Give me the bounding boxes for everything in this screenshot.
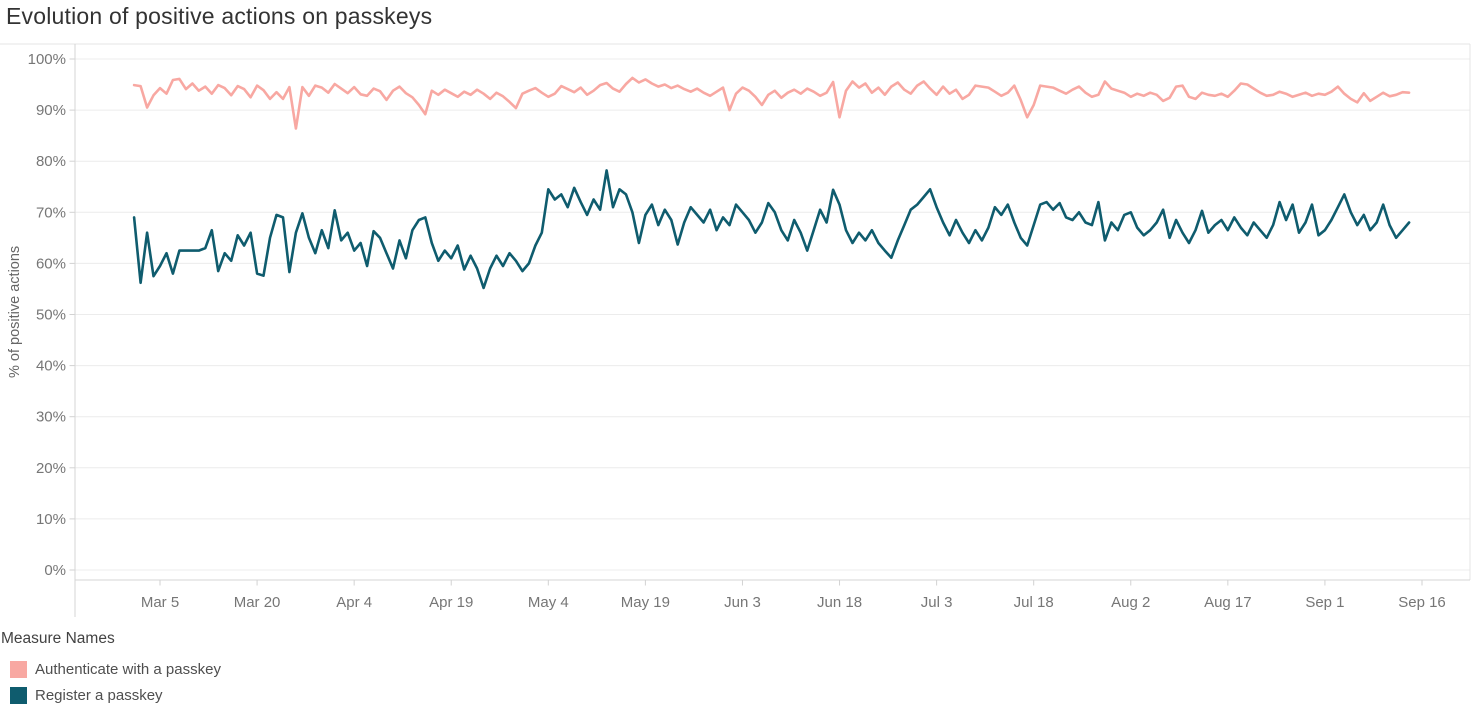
chart-title: Evolution of positive actions on passkey… xyxy=(6,3,433,29)
y-tick-label: 40% xyxy=(36,358,66,375)
y-tick-label: 80% xyxy=(36,153,66,170)
x-tick-label: Aug 2 xyxy=(1111,594,1150,611)
legend-item-register[interactable]: Register a passkey xyxy=(1,682,221,708)
legend-swatch-authenticate xyxy=(10,660,27,678)
series-line-authenticate[interactable] xyxy=(132,76,1411,130)
x-tick-label: Sep 16 xyxy=(1398,594,1446,611)
y-tick-label: 20% xyxy=(36,460,66,477)
y-tick-label: 60% xyxy=(36,255,66,272)
x-tick-label: Jul 3 xyxy=(921,594,953,611)
x-tick-label: May 4 xyxy=(528,594,569,611)
y-tick-label: 50% xyxy=(36,307,66,324)
legend-item-authenticate[interactable]: Authenticate with a passkey xyxy=(1,656,221,682)
x-tick-label: Sep 1 xyxy=(1305,594,1344,611)
chart-canvas[interactable]: 0% 10% 20% 30% 40% 50% 60% 70% 80% 90% 100% Mar 5 Ma… xyxy=(0,0,1482,625)
y-tick-label: 90% xyxy=(36,102,66,119)
x-tick-label: Apr 4 xyxy=(336,594,372,611)
y-tick-label: 10% xyxy=(36,511,66,528)
y-tick-label: 100% xyxy=(28,51,66,68)
y-tick-label: 0% xyxy=(44,562,66,579)
legend: Measure Names Authenticate with a passke… xyxy=(1,630,221,708)
x-tick-label: May 19 xyxy=(621,594,670,611)
legend-label-authenticate: Authenticate with a passkey xyxy=(35,660,221,678)
legend-title: Measure Names xyxy=(1,630,115,647)
x-tick-label: Jun 18 xyxy=(817,594,862,611)
x-tick-label: Mar 5 xyxy=(141,594,179,611)
y-tick-label: 30% xyxy=(36,409,66,426)
x-tick-label: Mar 20 xyxy=(234,594,281,611)
x-tick-label: Jul 18 xyxy=(1014,594,1054,611)
x-tick-label: Jun 3 xyxy=(724,594,761,611)
legend-label-register: Register a passkey xyxy=(35,686,163,704)
y-tick-label: 70% xyxy=(36,204,66,221)
series-line-register[interactable] xyxy=(132,169,1411,290)
legend-swatch-register xyxy=(10,686,27,704)
x-tick-label: Apr 19 xyxy=(429,594,473,611)
x-tick-label: Aug 17 xyxy=(1204,594,1252,611)
